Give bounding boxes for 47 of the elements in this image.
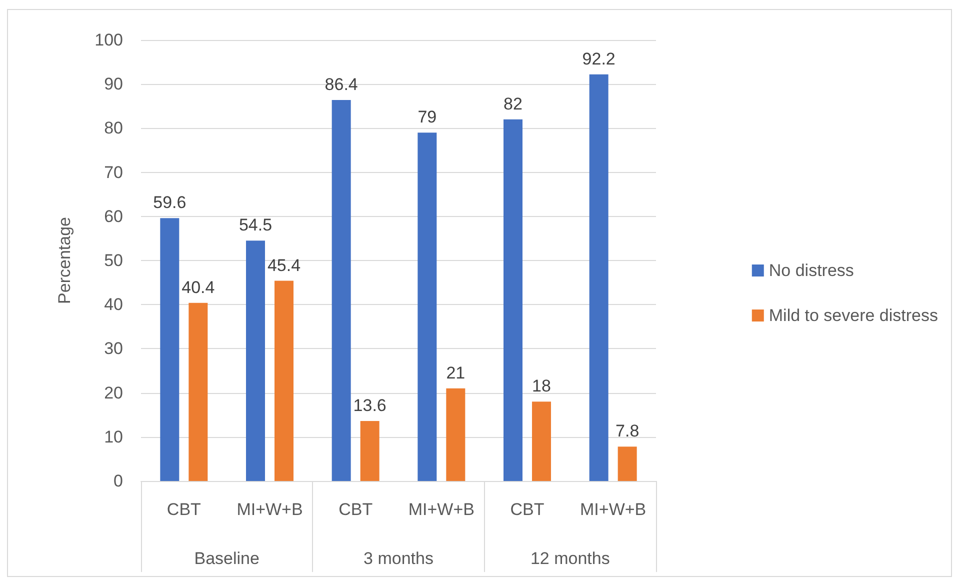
y-axis-title: Percentage <box>55 217 74 304</box>
y-tick-label: 70 <box>104 162 123 182</box>
bar <box>274 280 294 481</box>
data-label: 54.5 <box>238 216 272 235</box>
text: 3 months <box>364 549 434 568</box>
bar <box>532 402 551 481</box>
data-label: 21 <box>446 363 466 382</box>
y-tick-label: 90 <box>104 74 123 94</box>
data-label: 86.4 <box>324 74 358 94</box>
bar <box>188 302 208 481</box>
text: 12 months <box>530 549 610 568</box>
legend-label: No distress <box>768 261 854 280</box>
y-tick-label: 100 <box>94 30 123 50</box>
y-tick-label: 40 <box>104 295 123 314</box>
bar <box>332 100 351 481</box>
data-label: 82 <box>504 94 522 114</box>
y-tick-label: 10 <box>104 427 123 446</box>
data-label: 7.8 <box>616 422 640 441</box>
data-label: 59.6 <box>153 193 186 212</box>
y-tick-label: 20 <box>104 383 123 402</box>
y-tick-label: 80 <box>104 118 123 138</box>
data-label: 92.2 <box>582 49 616 68</box>
y-tick-label: 30 <box>104 339 123 358</box>
bar <box>160 218 180 481</box>
data-label: 18 <box>532 376 551 396</box>
bar <box>446 388 466 481</box>
y-tick-label: 0 <box>114 472 123 490</box>
bar <box>618 446 637 481</box>
text: Baseline <box>194 549 260 568</box>
data-label: 79 <box>418 108 437 127</box>
data-label: 45.4 <box>267 256 301 275</box>
y-tick-label: 60 <box>104 206 123 226</box>
bar <box>418 132 437 481</box>
x-tick-label: CBT <box>338 500 373 519</box>
x-tick-label: MI+W+B <box>580 500 646 519</box>
x-tick-label: MI+W+B <box>408 500 474 519</box>
x-tick-label: CBT <box>510 500 544 519</box>
bar <box>589 74 608 481</box>
data-label: 13.6 <box>353 396 386 416</box>
bar <box>246 240 265 481</box>
x-tick-label: CBT <box>166 500 201 519</box>
bar <box>360 421 380 481</box>
y-tick-label: 50 <box>104 251 123 270</box>
x-tick-label: MI+W+B <box>236 500 303 519</box>
bar <box>504 119 522 481</box>
legend-label: Mild to severe distress <box>768 306 938 325</box>
data-label: 40.4 <box>182 278 215 297</box>
